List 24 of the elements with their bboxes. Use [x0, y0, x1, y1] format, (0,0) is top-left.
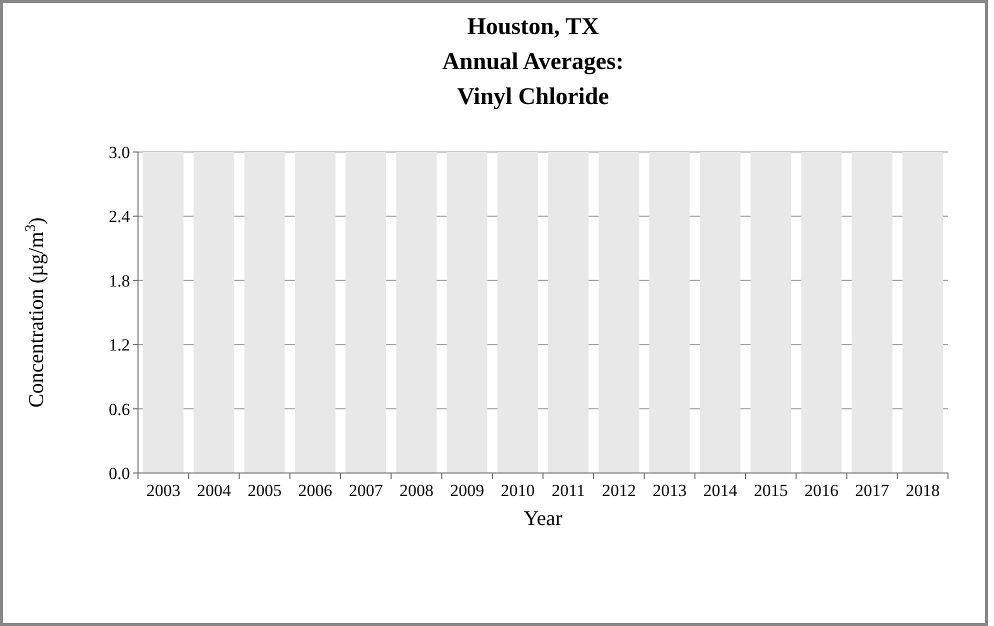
x-tick-label: 2007	[348, 481, 384, 500]
y-tick-label: 2.4	[108, 207, 130, 226]
x-tick-label: 2010	[500, 481, 535, 500]
x-tick-label: 2017	[855, 481, 890, 500]
x-tick-label: 2006	[298, 481, 332, 500]
y-tick-label: 1.2	[108, 336, 130, 355]
x-tick-label: 2004	[196, 481, 232, 500]
x-tick-label: 2005	[248, 481, 282, 500]
y-tick-label: 3.0	[108, 142, 130, 162]
x-axis-title: Year	[524, 506, 562, 530]
x-tick-label: 2012	[602, 481, 636, 500]
y-tick-label: 0.6	[108, 400, 130, 419]
x-tick-label: 2009	[450, 481, 484, 500]
x-tick-label: 2016	[804, 481, 838, 500]
x-tick-label: 2018	[906, 481, 940, 500]
y-tick-label: 1.8	[108, 271, 130, 290]
x-tick-label: 2014	[703, 481, 738, 500]
x-tick-label: 2003	[146, 481, 180, 500]
x-tick-label: 2015	[754, 481, 788, 500]
x-tick-label: 2008	[399, 481, 434, 500]
x-tick-label: 2011	[552, 481, 585, 500]
chart-title: Houston, TX Annual Averages: Vinyl Chloride	[442, 14, 624, 110]
x-tick-label: 2013	[652, 481, 687, 500]
y-tick-label: 0.0	[108, 464, 130, 483]
